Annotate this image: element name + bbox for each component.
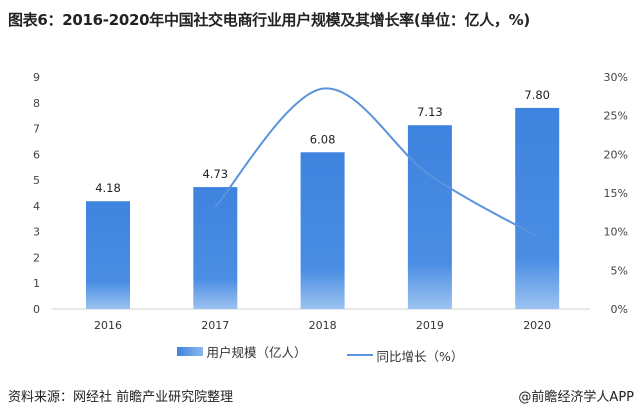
y-left-tick-label: 7 (33, 123, 40, 136)
y-left-tick-label: 3 (33, 226, 40, 239)
bar (86, 201, 130, 309)
bar (407, 125, 452, 310)
x-tick-label: 2018 (309, 319, 337, 332)
y-right-tick-label: 15% (604, 187, 628, 200)
x-tick-label: 2017 (201, 319, 229, 332)
bar-data-label: 7.13 (417, 105, 443, 119)
bar-data-label: 4.18 (95, 181, 121, 195)
bar-data-label: 4.73 (202, 167, 228, 181)
legend-label-bar: 用户规模（亿人） (206, 345, 307, 360)
y-right-tick-label: 10% (604, 226, 628, 239)
y-left-tick-label: 2 (33, 251, 40, 264)
x-tick-label: 2020 (523, 319, 551, 332)
legend-item-bar: 用户规模（亿人） (176, 342, 307, 361)
legend-label-line: 同比增长（%） (376, 348, 464, 364)
growth-line (214, 87, 538, 238)
y-right-tick-label: 0% (611, 303, 628, 316)
source-note: 资料来源：网经社 前瞻产业研究院整理 (8, 390, 234, 405)
legend-item-line: 同比增长（%） (346, 346, 464, 365)
legend: 用户规模（亿人） 同比增长（%） (0, 342, 640, 365)
brand-credit: @前瞻经济学人APP (518, 390, 634, 405)
y-left-tick-label: 5 (33, 174, 40, 187)
legend-swatch-bar (176, 347, 203, 356)
y-left-tick-label: 9 (33, 71, 40, 84)
y-left-tick-label: 0 (33, 303, 40, 316)
y-left-tick-label: 4 (33, 200, 40, 213)
chart-title: 图表6：2016-2020年中国社交电商行业用户规模及其增长率(单位：亿人，%) (8, 11, 530, 29)
y-left-tick-label: 8 (33, 97, 40, 110)
bar-data-label: 6.08 (310, 132, 336, 146)
bar-data-label: 7.80 (524, 88, 550, 102)
y-right-tick-label: 5% (611, 264, 628, 277)
x-tick-label: 2016 (94, 319, 122, 332)
y-right-tick-label: 20% (604, 148, 628, 161)
y-left-tick-label: 1 (33, 277, 40, 290)
x-tick-label: 2019 (416, 319, 444, 332)
y-left-tick-label: 6 (33, 148, 40, 161)
y-right-tick-label: 25% (604, 110, 628, 123)
legend-swatch-line (346, 354, 373, 356)
bar (300, 152, 345, 309)
bar (515, 107, 560, 309)
bar (193, 187, 238, 309)
y-right-tick-label: 30% (604, 71, 628, 84)
